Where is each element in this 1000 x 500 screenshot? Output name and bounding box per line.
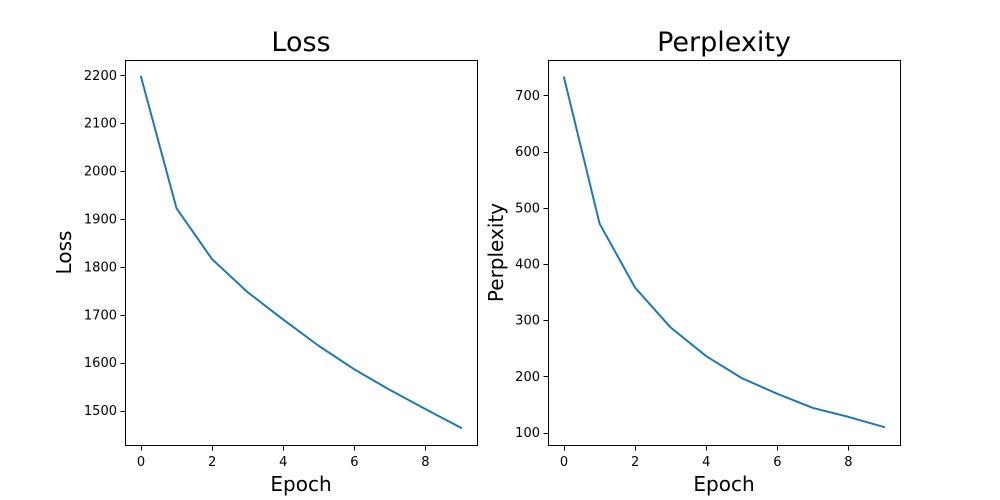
perplexity-x-tick-label: 0	[560, 455, 568, 470]
loss-x-tick-label: 0	[137, 455, 145, 470]
loss-y-tick-label: 1900	[84, 212, 117, 227]
loss-series-line	[139, 75, 463, 430]
loss-y-tick-label: 1700	[84, 308, 117, 323]
loss-y-tick-label: 1800	[84, 260, 117, 275]
perplexity-x-tick-label: 8	[844, 455, 852, 470]
loss-y-tick-label: 2100	[84, 117, 117, 132]
loss-y-axis-label: Loss	[52, 231, 76, 275]
loss-y-tick-label: 1600	[84, 356, 117, 371]
perplexity-y-tick-label: 300	[515, 314, 540, 329]
perplexity-x-axis-label: Epoch	[693, 472, 754, 496]
perplexity-x-tick-label: 6	[773, 455, 781, 470]
loss-y-tick-label: 2000	[84, 165, 117, 180]
perplexity-series-line	[562, 76, 886, 429]
perplexity-y-tick-label: 400	[515, 258, 540, 273]
loss-chart-title: Loss	[271, 27, 330, 58]
perplexity-y-tick-label: 600	[515, 145, 540, 160]
loss-x-axis-label: Epoch	[270, 472, 331, 496]
perplexity-chart-title: Perplexity	[657, 27, 791, 58]
perplexity-y-tick-label: 100	[515, 426, 540, 441]
perplexity-chart: 0 2 4 6 8 100 200 300 400 500 600 700 Perplexity Epoc…	[484, 27, 901, 496]
loss-x-tick-label: 2	[208, 455, 216, 470]
perplexity-y-tick-label: 500	[515, 201, 540, 216]
loss-x-tick-label: 6	[350, 455, 358, 470]
loss-y-tick-label: 2200	[84, 69, 117, 84]
loss-x-tick-label: 4	[279, 455, 287, 470]
loss-x-tick-label: 8	[421, 455, 429, 470]
loss-chart: 0 2 4 6 8 1500 1600 1700 1800 1900 2000 2100 2200 Los…	[52, 27, 478, 496]
perplexity-x-tick-label: 2	[631, 455, 639, 470]
perplexity-y-tick-label: 700	[515, 89, 540, 104]
loss-axes-frame	[125, 60, 478, 446]
perplexity-y-axis-label: Perplexity	[484, 203, 508, 302]
perplexity-axes-frame	[548, 60, 901, 446]
perplexity-y-tick-label: 200	[515, 370, 540, 385]
perplexity-x-tick-label: 4	[702, 455, 710, 470]
loss-y-tick-label: 1500	[84, 404, 117, 419]
